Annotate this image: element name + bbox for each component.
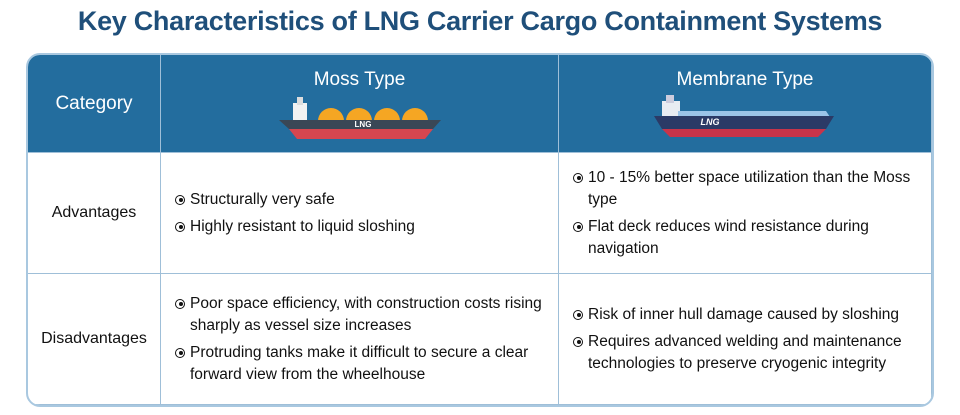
moss-cell: Structurally very safe Highly resistant t… xyxy=(161,153,559,274)
bullet-item: 10 - 15% better space utilization than t… xyxy=(573,167,918,211)
membrane-cell: 10 - 15% better space utilization than t… xyxy=(559,153,932,274)
table: Category Moss Type LNG Membrane Type LNG… xyxy=(26,53,934,407)
moss-ship-icon: LNG xyxy=(278,97,441,139)
membrane-cell: Risk of inner hull damage caused by slos… xyxy=(559,274,932,405)
bullet-list: 10 - 15% better space utilization than t… xyxy=(573,162,918,265)
category-cell: Disadvantages xyxy=(28,274,161,405)
bullet-item: Requires advanced welding and maintenanc… xyxy=(573,331,918,375)
header-cell: Moss Type LNG xyxy=(161,55,559,153)
header-cell: Membrane Type LNG xyxy=(559,55,932,153)
category-text: Disadvantages xyxy=(41,330,147,347)
bullet-item: Risk of inner hull damage caused by slos… xyxy=(573,304,918,326)
header-cell: Category xyxy=(28,55,161,153)
bullet-item: Flat deck reduces wind resistance during… xyxy=(573,216,918,260)
bullet-list: Risk of inner hull damage caused by slos… xyxy=(573,299,918,380)
ship-label: LNG xyxy=(354,120,371,129)
ship-label: LNG xyxy=(701,117,720,127)
bullet-item: Poor space efficiency, with construction… xyxy=(175,293,545,337)
header-text: Moss Type xyxy=(313,69,406,90)
membrane-ship-icon: LNG xyxy=(654,95,834,137)
moss-cell: Poor space efficiency, with construction… xyxy=(161,274,559,405)
category-cell: Advantages xyxy=(28,153,161,274)
bullet-item: Structurally very safe xyxy=(175,189,545,211)
category-text: Advantages xyxy=(51,204,137,221)
bullet-item: Protruding tanks make it difficult to se… xyxy=(175,342,545,386)
header-text: Membrane Type xyxy=(676,69,814,90)
page-title: Key Characteristics of LNG Carrier Cargo… xyxy=(77,6,883,36)
bullet-item: Highly resistant to liquid sloshing xyxy=(175,216,545,238)
bullet-list: Structurally very safe Highly resistant t… xyxy=(175,184,545,243)
bullet-list: Poor space efficiency, with construction… xyxy=(175,288,545,391)
header-text: Category xyxy=(55,92,133,114)
